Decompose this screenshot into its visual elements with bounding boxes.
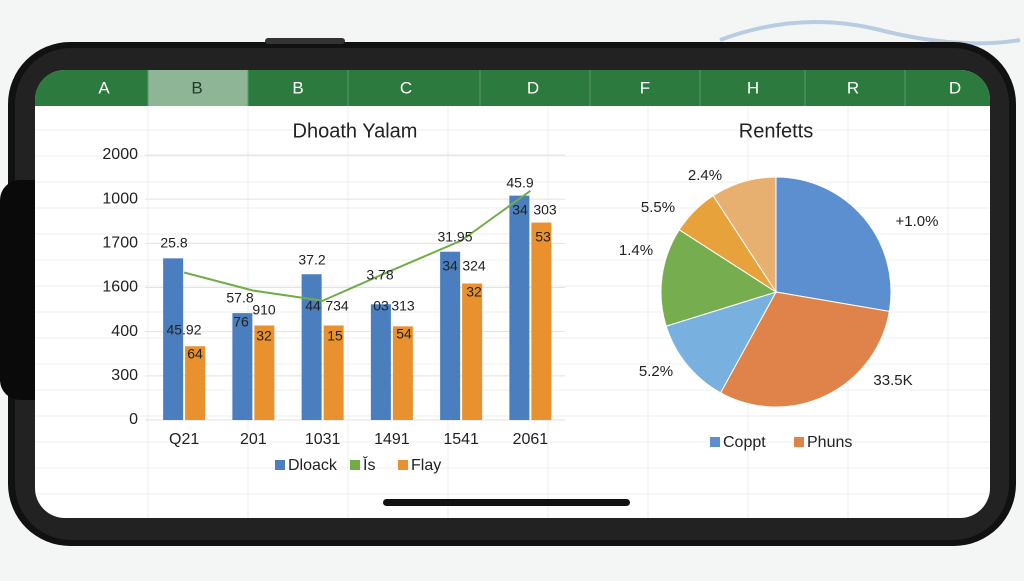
data-label: 910: [252, 302, 276, 318]
data-label: 303: [533, 202, 557, 218]
column-header: R: [847, 78, 859, 97]
slice-label: 5.2%: [639, 363, 673, 380]
bar: [509, 195, 530, 420]
data-label: 03: [373, 298, 389, 314]
data-label: 34: [442, 258, 458, 274]
y-tick-label: 0: [129, 411, 138, 428]
bar: [370, 304, 391, 420]
data-label: 53: [535, 229, 551, 245]
bar: [531, 222, 552, 420]
pie-slice: [665, 291, 778, 394]
column-header: B: [191, 78, 202, 97]
chart-title: Dhoath Yalam: [293, 120, 418, 142]
column-header: C: [400, 78, 412, 97]
bar: [185, 346, 206, 420]
legend-label: Coppt: [723, 434, 766, 451]
data-label: 64: [187, 346, 203, 362]
x-tick-label: Q21: [169, 431, 199, 448]
slice-label: +1.0%: [896, 213, 939, 230]
x-tick-label: 2061: [513, 431, 549, 448]
y-tick-label: 400: [111, 323, 138, 340]
bar: [323, 325, 344, 420]
data-label: 44: [305, 298, 321, 314]
legend-swatch: [275, 460, 285, 470]
slice-label: 2.4%: [688, 167, 722, 184]
data-label: 3.78: [366, 267, 393, 283]
legend-swatch: [710, 437, 720, 447]
column-header: H: [747, 78, 759, 97]
y-tick-label: 1000: [102, 190, 138, 207]
legend-swatch: [398, 460, 408, 470]
y-tick-label: 1600: [102, 279, 138, 296]
x-tick-label: 1541: [443, 431, 479, 448]
line-series: [183, 189, 531, 302]
x-tick-label: 201: [240, 431, 267, 448]
x-tick-label: 1031: [305, 431, 341, 448]
bar: [301, 274, 322, 420]
bar: [254, 325, 275, 420]
data-label: 34: [512, 202, 528, 218]
phone-button: [265, 38, 345, 44]
column-header: B: [292, 78, 303, 97]
slice-label: 5.5%: [641, 199, 675, 216]
data-label: 45.9: [506, 175, 533, 191]
legend-swatch: [350, 460, 360, 470]
data-label: 45.92: [166, 322, 201, 338]
legend-label: Dloack: [288, 457, 338, 474]
bar: [232, 313, 253, 420]
y-tick-label: 2000: [102, 146, 138, 163]
legend-label: Flay: [411, 457, 441, 474]
data-label: 76: [233, 314, 249, 330]
bar: [163, 258, 184, 420]
pie-slice: [712, 176, 777, 294]
pie-slice: [660, 229, 778, 327]
column-header: D: [527, 78, 539, 97]
data-label: 32: [256, 328, 272, 344]
column-header: D: [949, 78, 961, 97]
chart-title: Renfetts: [739, 120, 813, 142]
data-label: 734: [325, 298, 349, 314]
data-label: 25.8: [160, 235, 187, 251]
bar: [392, 326, 413, 420]
column-header: A: [98, 78, 110, 97]
data-label: 313: [391, 298, 415, 314]
data-label: 31.95: [437, 229, 472, 245]
data-label: 57.8: [226, 290, 253, 306]
column-header: F: [640, 78, 650, 97]
data-label: 37.2: [298, 252, 325, 268]
data-label: 15: [327, 328, 343, 344]
x-tick-label: 1491: [374, 431, 410, 448]
data-label: 324: [462, 258, 486, 274]
home-indicator[interactable]: [383, 499, 630, 506]
selected-column: [148, 70, 248, 106]
data-label: 54: [396, 326, 412, 342]
legend-label: Phuns: [807, 434, 852, 451]
y-tick-label: 300: [111, 367, 138, 384]
slice-label: 33.5K: [873, 372, 912, 389]
legend-swatch: [794, 437, 804, 447]
bar: [462, 283, 483, 420]
slice-label: 1.4%: [619, 242, 653, 259]
pie-slice: [775, 176, 892, 312]
pie-slice: [719, 291, 890, 408]
screen: A B B C D F H R D Dhoath Yalam 0 300 400 1600 1700 1000…: [35, 70, 990, 518]
data-label: 32: [466, 284, 482, 300]
y-tick-label: 1700: [102, 235, 138, 252]
bar: [440, 251, 461, 420]
legend-label: Ǐs: [362, 455, 375, 474]
